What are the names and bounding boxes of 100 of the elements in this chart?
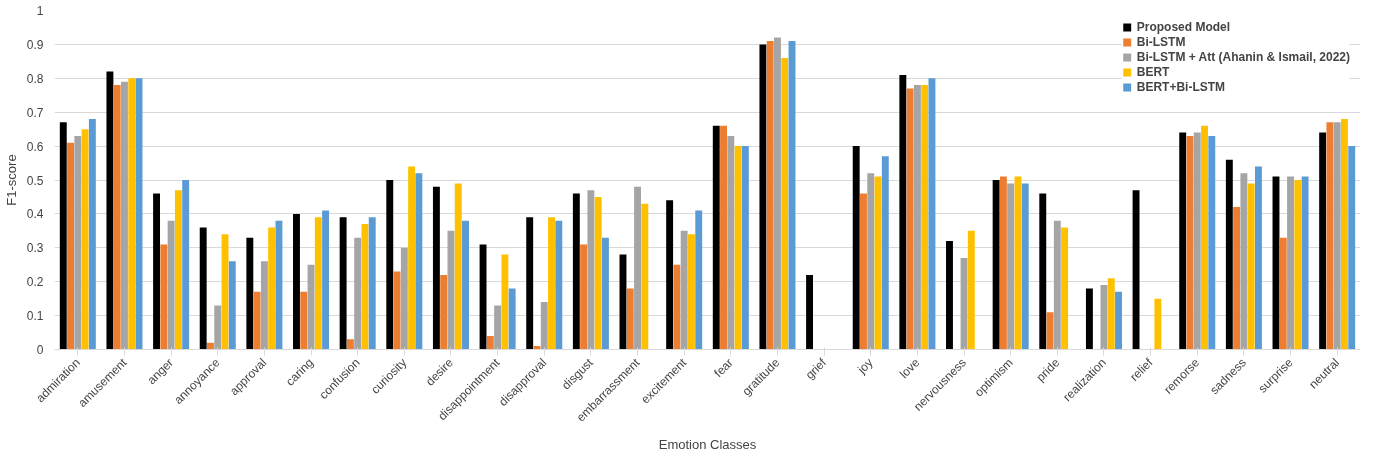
bar (113, 85, 121, 350)
bar (1333, 122, 1341, 350)
bar (260, 261, 268, 350)
bar (999, 176, 1007, 350)
x-tick-label: fear (711, 355, 736, 381)
bar (199, 227, 207, 350)
bar (74, 135, 82, 350)
y-tick-label: 0.2 (26, 275, 44, 290)
bar (1341, 118, 1348, 350)
bar (393, 271, 401, 350)
bar (881, 156, 889, 350)
bar (1132, 190, 1140, 350)
bar (992, 180, 1000, 350)
bar (1201, 125, 1208, 350)
bar (386, 180, 394, 350)
bar (580, 244, 588, 350)
bar (1326, 122, 1334, 350)
bar (293, 213, 300, 350)
bar (688, 234, 695, 350)
bar (1247, 183, 1255, 350)
bar (781, 57, 789, 350)
bar (182, 180, 190, 350)
bar (415, 173, 423, 350)
bar (1294, 180, 1302, 350)
legend-label: Bi-LSTM + Att (Ahanin & Ismail, 2022) (1136, 50, 1350, 64)
bar (253, 291, 261, 350)
bar (1085, 288, 1093, 350)
bar (766, 41, 774, 350)
legend-label: BERT (1136, 65, 1170, 79)
bar (1154, 298, 1162, 350)
bar (1254, 166, 1262, 350)
bar (494, 305, 502, 350)
bar (572, 193, 580, 350)
bar (759, 44, 767, 350)
bar (339, 217, 347, 350)
legend-label: Bi-LSTM (1136, 35, 1186, 49)
bar (540, 302, 548, 350)
legend-label: Proposed Model (1136, 20, 1231, 34)
bar (1301, 176, 1309, 350)
bar (228, 261, 236, 350)
y-tick-label: 1 (36, 4, 44, 18)
bar (641, 203, 649, 350)
bar (1319, 132, 1327, 350)
bar (1240, 173, 1248, 350)
bar (806, 274, 814, 350)
bar (1046, 312, 1054, 350)
bar (361, 224, 369, 350)
bar (167, 220, 175, 350)
bar (626, 288, 634, 350)
bar (454, 183, 462, 350)
bar (526, 217, 534, 350)
bar (128, 78, 136, 350)
bar (774, 37, 781, 350)
bar (967, 230, 975, 350)
bar (594, 196, 602, 350)
bar (462, 220, 469, 350)
bar (1287, 176, 1294, 350)
bar (432, 186, 440, 350)
bar (1279, 237, 1287, 350)
legend-label: BERT+Bi-LSTM (1136, 80, 1226, 94)
y-axis-title: F1-score (3, 154, 19, 206)
x-tick-label: joy (854, 355, 876, 377)
y-tick-label: 0.9 (26, 37, 44, 52)
bar (354, 237, 362, 350)
bar (946, 241, 953, 350)
bar (508, 288, 516, 350)
y-tick-label: 0.4 (26, 207, 44, 222)
bar (106, 71, 114, 350)
bar (1348, 146, 1356, 350)
bar (346, 339, 354, 350)
y-tick-label: 0.7 (26, 105, 44, 120)
bar (913, 85, 921, 350)
bar (666, 200, 674, 350)
bar (160, 244, 168, 350)
bar (1014, 176, 1022, 350)
bar (1039, 193, 1047, 350)
bar (214, 305, 222, 350)
bar (59, 122, 67, 350)
y-tick-label: 0.1 (26, 309, 44, 324)
bar (408, 166, 416, 350)
bar (928, 78, 936, 350)
bar (440, 274, 448, 350)
bar (1053, 220, 1061, 350)
y-tick-label: 0 (36, 343, 44, 357)
bar (300, 291, 308, 350)
bar (81, 129, 89, 350)
bar (368, 217, 376, 350)
bar (501, 254, 509, 350)
bar (712, 125, 720, 350)
bar (720, 125, 727, 350)
y-tick-label: 0.3 (26, 241, 44, 256)
bar (1225, 159, 1233, 350)
bar (555, 220, 563, 350)
bar (1208, 135, 1216, 350)
bar (741, 146, 749, 350)
bar (1115, 291, 1122, 350)
bar (400, 247, 408, 350)
bar (268, 227, 276, 350)
bar (479, 244, 487, 350)
bar (153, 193, 161, 350)
